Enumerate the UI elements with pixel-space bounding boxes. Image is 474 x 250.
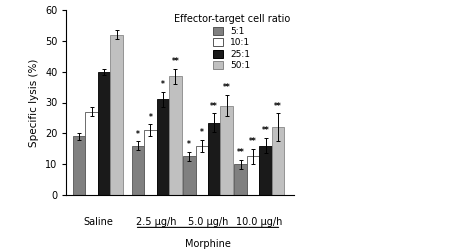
Bar [110, 35, 123, 195]
Bar [144, 130, 156, 195]
Text: **: ** [223, 83, 230, 92]
Bar [259, 146, 272, 195]
Bar [208, 122, 220, 195]
Bar [132, 146, 144, 195]
Text: *: * [200, 128, 204, 137]
Legend: 5:1, 10:1, 25:1, 50:1: 5:1, 10:1, 25:1, 50:1 [172, 13, 292, 72]
Text: 10.0 μg/h: 10.0 μg/h [236, 217, 283, 227]
Bar [73, 136, 85, 195]
Bar [196, 146, 208, 195]
Text: **: ** [172, 57, 179, 66]
Text: 5.0 μg/h: 5.0 μg/h [188, 217, 228, 227]
Bar [183, 156, 196, 195]
Text: 2.5 μg/h: 2.5 μg/h [137, 217, 177, 227]
Text: Saline: Saline [83, 217, 113, 227]
Bar [220, 106, 233, 195]
Text: **: ** [210, 102, 218, 111]
Text: *: * [136, 130, 140, 138]
Text: **: ** [249, 137, 257, 146]
Bar [272, 127, 284, 195]
Text: *: * [148, 112, 152, 122]
Text: *: * [161, 80, 165, 89]
Bar [156, 100, 169, 195]
Bar [98, 72, 110, 195]
Text: **: ** [274, 102, 282, 111]
Text: *: * [187, 140, 191, 149]
Text: **: ** [237, 148, 245, 157]
Bar [247, 156, 259, 195]
Text: **: ** [262, 126, 270, 136]
Text: Morphine: Morphine [185, 240, 231, 250]
Bar [235, 164, 247, 195]
Bar [169, 76, 182, 195]
Bar [85, 112, 98, 195]
Y-axis label: Specific lysis (%): Specific lysis (%) [29, 58, 39, 147]
